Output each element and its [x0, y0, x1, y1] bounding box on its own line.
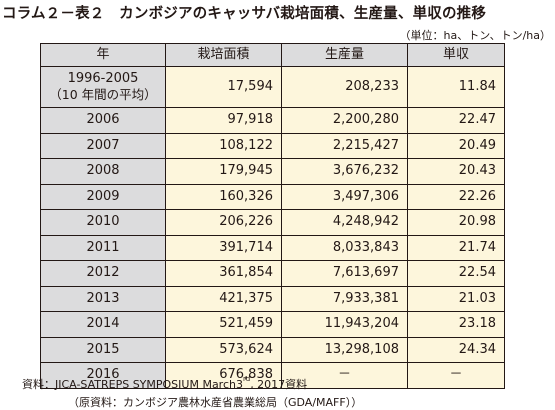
- yield-cell: 20.43: [407, 158, 505, 185]
- production-cell: 11,943,204: [281, 311, 408, 338]
- production-cell: 3,497,306: [281, 183, 408, 210]
- table-row: 2007 108,122 2,215,427 20.49: [40, 132, 505, 159]
- production-cell: 2,215,427: [281, 132, 408, 159]
- area-cell: 179,945: [165, 158, 282, 185]
- table-row: 2012 361,854 7,613,697 22.54: [40, 260, 505, 287]
- production-cell: 208,233: [281, 66, 408, 108]
- year-cell: 2009: [40, 183, 166, 210]
- yield-cell: 20.49: [407, 132, 505, 159]
- table-row: 2006 97,918 2,200,280 22.47: [40, 107, 505, 134]
- year-cell: 2015: [40, 336, 166, 363]
- yield-cell: 21.74: [407, 234, 505, 261]
- area-cell: 521,459: [165, 311, 282, 338]
- table-title: コラム２－表２ カンボジアのキャッサバ栽培面積、生産量、単収の推移: [2, 6, 487, 22]
- year-line2: （10 年間の平均）: [49, 87, 157, 102]
- area-cell: 108,122: [165, 132, 282, 159]
- yield-cell: 21.03: [407, 285, 505, 312]
- area-cell: 160,326: [165, 183, 282, 210]
- production-cell: 7,613,697: [281, 260, 408, 287]
- header-production: 生産量: [281, 43, 408, 67]
- area-cell: 17,594: [165, 66, 282, 108]
- production-cell: 7,933,381: [281, 285, 408, 312]
- year-cell: 2016: [40, 362, 166, 389]
- source-prefix: 資料：JICA-SATREPS SYMPOSIUM March3: [22, 378, 243, 391]
- table-row-average: 1996-2005 （10 年間の平均） 17,594 208,233 11.8…: [40, 66, 505, 108]
- area-cell: 206,226: [165, 209, 282, 236]
- production-cell: 4,248,942: [281, 209, 408, 236]
- yield-cell: 22.26: [407, 183, 505, 210]
- area-cell: 361,854: [165, 260, 282, 287]
- year-cell: 2010: [40, 209, 166, 236]
- source-note: 資料：JICA-SATREPS SYMPOSIUM March3rd, 2017…: [22, 375, 308, 392]
- table-row: 2014 521,459 11,943,204 23.18: [40, 311, 505, 338]
- yield-cell: 22.54: [407, 260, 505, 287]
- table-row: 2015 573,624 13,298,108 24.34: [40, 336, 505, 363]
- original-source-note: （原資料：カンボジア農林水産省農業総局（GDA/MAFF））: [68, 396, 363, 409]
- header-yield: 単収: [407, 43, 505, 67]
- table-row: 2013 421,375 7,933,381 21.03: [40, 285, 505, 312]
- table-row: 2011 391,714 8,033,843 21.74: [40, 234, 505, 261]
- year-cell: 2006: [40, 107, 166, 134]
- year-line1: 1996-2005: [67, 71, 139, 86]
- year-cell: 2011: [40, 234, 166, 261]
- year-cell: 2007: [40, 132, 166, 159]
- header-row: 年 栽培面積 生産量 単収: [40, 43, 505, 67]
- yield-cell: 22.47: [407, 107, 505, 134]
- unit-note: （単位：ha、トン、トン/ha）: [399, 29, 551, 42]
- source-suffix: , 2017資料: [250, 378, 308, 391]
- production-cell: 13,298,108: [281, 336, 408, 363]
- table-row: 2010 206,226 4,248,942 20.98: [40, 209, 505, 236]
- year-cell: 2013: [40, 285, 166, 312]
- year-cell: 1996-2005 （10 年間の平均）: [40, 66, 166, 108]
- table-row: 2008 179,945 3,676,232 20.43: [40, 158, 505, 185]
- production-cell: 2,200,280: [281, 107, 408, 134]
- year-cell: 2012: [40, 260, 166, 287]
- yield-cell: 20.98: [407, 209, 505, 236]
- yield-cell: 24.34: [407, 336, 505, 363]
- yield-cell: 23.18: [407, 311, 505, 338]
- year-cell: 2008: [40, 158, 166, 185]
- area-cell: 97,918: [165, 107, 282, 134]
- year-cell: 2014: [40, 311, 166, 338]
- table-row: 2009 160,326 3,497,306 22.26: [40, 183, 505, 210]
- table-row: 2016 676,838 －－: [40, 362, 505, 389]
- yield-cell: 11.84: [407, 66, 505, 108]
- production-cell: －: [281, 362, 408, 389]
- area-cell: 421,375: [165, 285, 282, 312]
- yield-cell: －: [407, 362, 505, 389]
- header-year: 年: [40, 43, 166, 67]
- production-cell: 8,033,843: [281, 234, 408, 261]
- production-cell: 3,676,232: [281, 158, 408, 185]
- area-cell: 391,714: [165, 234, 282, 261]
- area-cell: 573,624: [165, 336, 282, 363]
- header-area: 栽培面積: [165, 43, 282, 67]
- source-sup: rd: [242, 375, 251, 383]
- cassava-table: 年 栽培面積 生産量 単収 1996-2005 （10 年間の平均） 17,59…: [40, 43, 505, 389]
